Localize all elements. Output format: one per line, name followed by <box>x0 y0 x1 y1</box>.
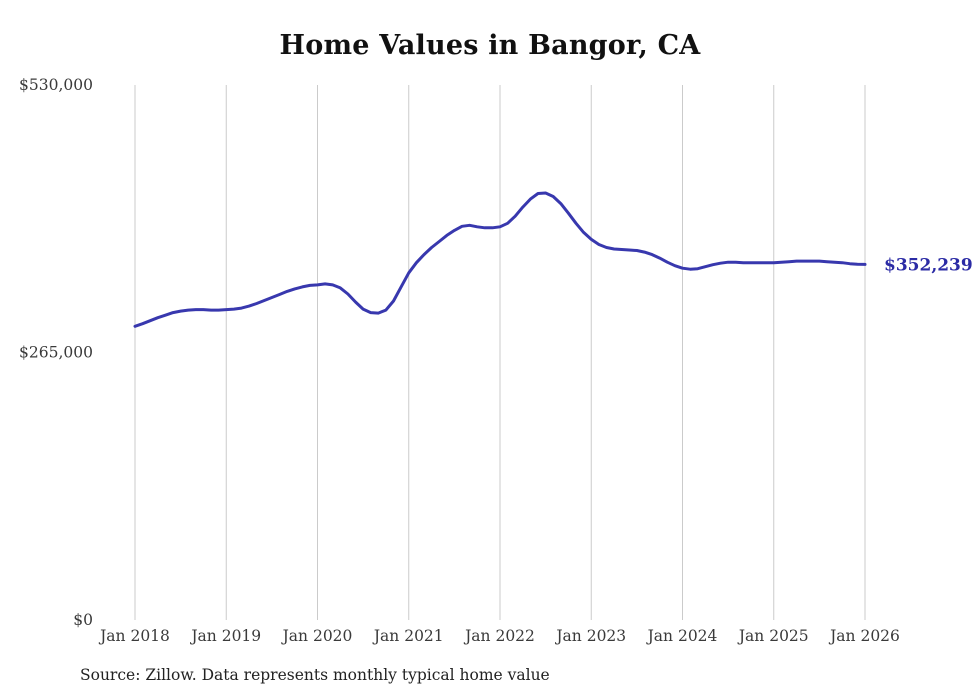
y-axis-tick-label: $0 <box>73 611 93 629</box>
source-note: Source: Zillow. Data represents monthly … <box>80 666 550 684</box>
x-axis-tick-label: Jan 2025 <box>737 627 809 645</box>
home-value-line <box>133 191 867 328</box>
end-value-label: $352,239 <box>884 255 973 275</box>
x-axis-tick-label: Jan 2021 <box>372 627 444 645</box>
y-axis-tick-label: $265,000 <box>19 344 93 362</box>
x-axis-tick-label: Jan 2024 <box>646 627 718 645</box>
x-axis-tick-label: Jan 2019 <box>189 627 261 645</box>
x-axis-tick-label: Jan 2026 <box>828 627 900 645</box>
x-axis-tick-label: Jan 2018 <box>98 627 170 645</box>
x-axis-tick-label: Jan 2023 <box>554 627 626 645</box>
chart-title: Home Values in Bangor, CA <box>279 30 701 61</box>
y-axis-tick-label: $530,000 <box>19 76 93 94</box>
x-axis-tick-label: Jan 2020 <box>281 627 353 645</box>
x-axis-tick-label: Jan 2022 <box>463 627 535 645</box>
